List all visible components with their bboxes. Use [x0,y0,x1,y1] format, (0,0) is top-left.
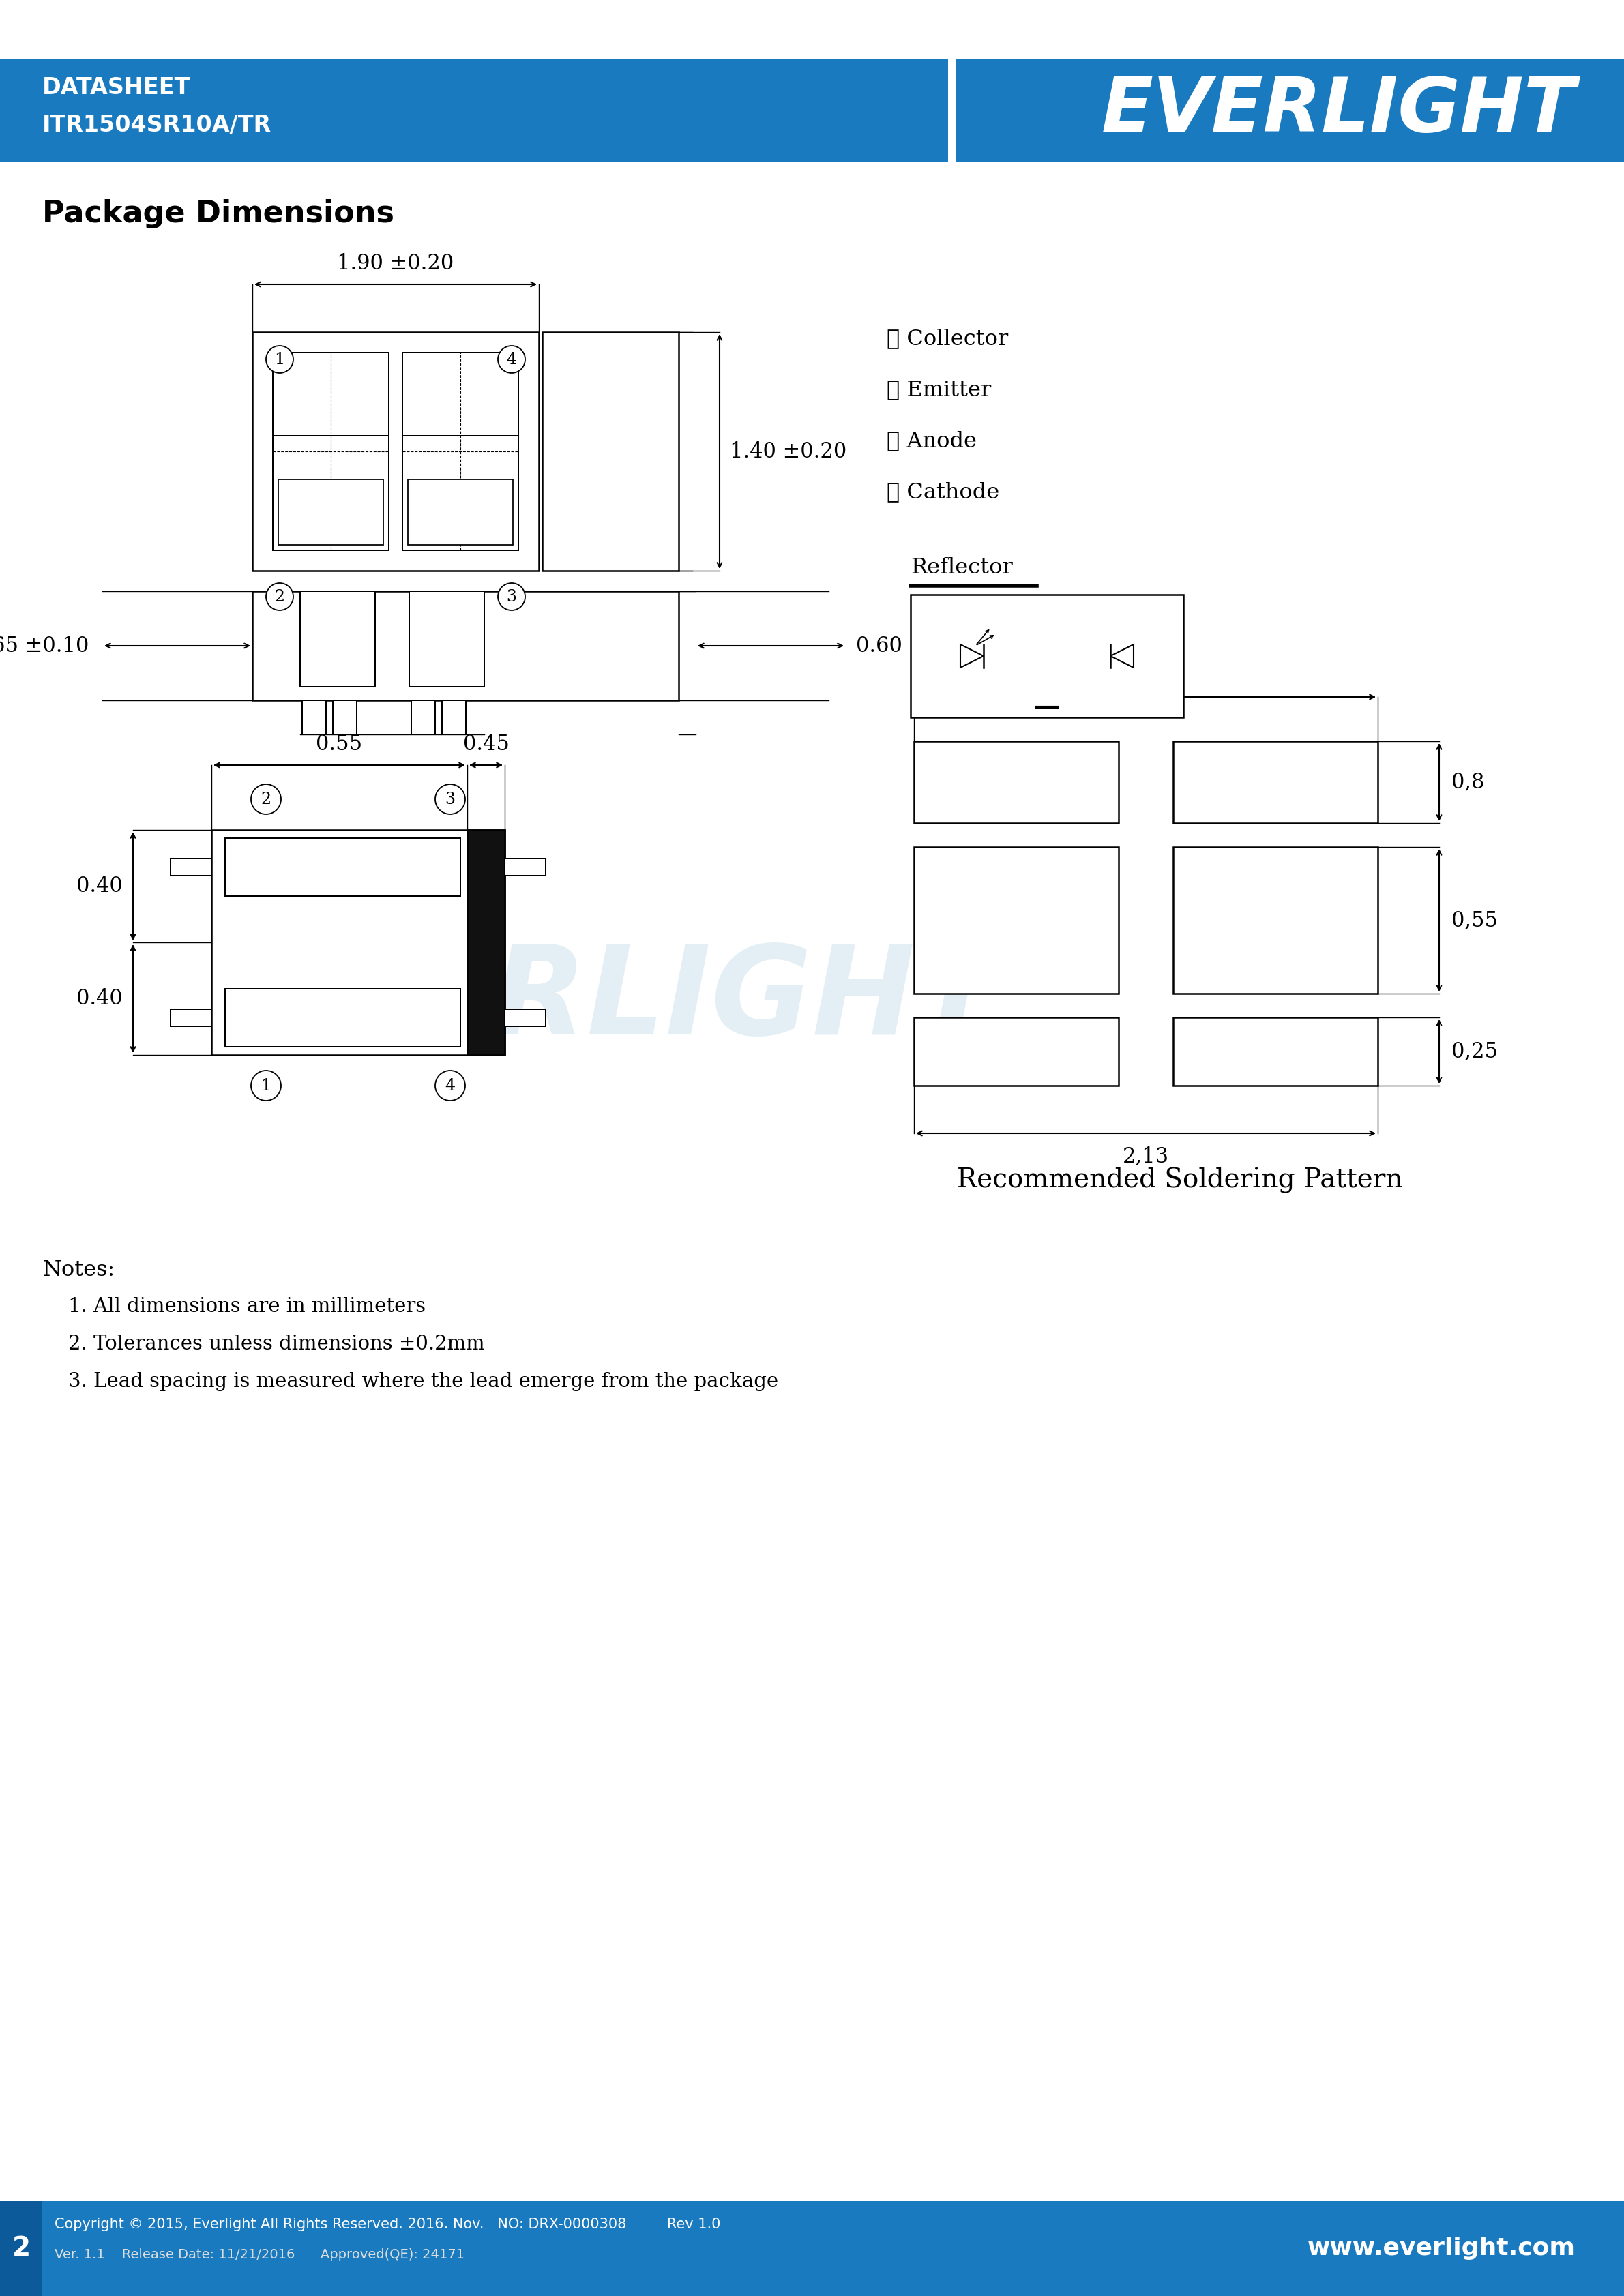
Text: 1: 1 [274,351,284,367]
Bar [0,0,1624,60]
Bar [468,829,505,1054]
Bar [914,847,1119,994]
Bar [171,1008,211,1026]
Text: 0.45: 0.45 [463,735,508,755]
Text: Notes:: Notes: [42,1261,115,1281]
Bar [252,590,679,700]
Bar [0,2197,1624,2296]
Text: ① Collector: ① Collector [887,328,1009,349]
Bar [505,1008,546,1026]
Bar [409,590,484,687]
Bar [226,990,460,1047]
Text: 0,53: 0,53 [1122,664,1169,684]
Text: 1.40 ±0.20: 1.40 ±0.20 [729,441,846,461]
Text: Ver. 1.1    Release Date: 11/21/2016      Approved(QE): 24171: Ver. 1.1 Release Date: 11/21/2016 Approv… [55,2248,464,2262]
Text: 2: 2 [261,792,271,806]
Text: Package Dimensions: Package Dimensions [42,200,395,227]
Bar [0,2195,1624,2200]
Text: 4: 4 [507,351,516,367]
Text: Recommended Soldering Pattern: Recommended Soldering Pattern [957,1166,1403,1194]
Text: 0,55: 0,55 [1452,909,1497,930]
Bar [0,2200,42,2296]
Bar [278,480,383,544]
Bar [948,60,957,161]
Bar [505,859,546,875]
Text: 4: 4 [445,1077,455,1093]
Text: EVERLIGHT: EVERLIGHT [229,941,999,1061]
Text: DATASHEET: DATASHEET [42,76,190,99]
Bar [914,1017,1119,1086]
Text: 0.40: 0.40 [76,875,123,898]
Text: 1.90 ±0.20: 1.90 ±0.20 [338,253,455,273]
Text: 1: 1 [261,1077,271,1093]
Polygon shape [960,645,984,668]
Bar [914,742,1119,822]
Bar [273,354,388,551]
Text: EVERLIGHT: EVERLIGHT [1101,73,1575,147]
Text: 2: 2 [274,588,284,604]
Circle shape [499,347,525,372]
Text: ② Emitter: ② Emitter [887,379,991,400]
Text: 1. All dimensions are in millimeters: 1. All dimensions are in millimeters [68,1297,425,1316]
Circle shape [252,1070,281,1100]
Text: Reflector: Reflector [911,558,1013,579]
Polygon shape [1111,645,1134,668]
Text: 2: 2 [11,2236,31,2262]
Bar [0,2197,1624,2200]
Circle shape [266,347,294,372]
Bar [211,829,505,1054]
Text: 0.40: 0.40 [76,987,123,1010]
Text: 2. Tolerances unless dimensions ±0.2mm: 2. Tolerances unless dimensions ±0.2mm [68,1334,484,1355]
Text: 3. Lead spacing is measured where the lead emerge from the package: 3. Lead spacing is measured where the le… [68,1373,778,1391]
Bar [300,590,375,687]
Text: 0.65 ±0.10: 0.65 ±0.10 [0,636,89,657]
Circle shape [252,785,281,815]
Bar [542,333,679,572]
Bar [302,700,326,735]
Bar [1173,847,1377,994]
Bar [171,859,211,875]
Text: 2,13: 2,13 [1122,1146,1169,1166]
Bar [408,480,513,544]
Bar [403,354,518,551]
Bar [1173,742,1377,822]
Text: 0,8: 0,8 [1452,771,1484,792]
Bar [0,60,1624,161]
Bar [252,333,539,572]
Text: 0,25: 0,25 [1452,1040,1497,1063]
Text: 0.60 ±0.10: 0.60 ±0.10 [856,636,973,657]
Text: 3: 3 [507,588,516,604]
Text: ③ Anode: ③ Anode [887,432,976,452]
Circle shape [435,785,464,815]
Circle shape [435,1070,464,1100]
Text: www.everlight.com: www.everlight.com [1307,2236,1575,2259]
Circle shape [266,583,294,611]
Bar [442,700,466,735]
Bar [1173,1017,1377,1086]
Text: 0.55: 0.55 [317,735,362,755]
Text: 3: 3 [445,792,455,806]
Bar [911,595,1184,716]
Text: ITR1504SR10A/TR: ITR1504SR10A/TR [42,115,271,135]
Bar [333,700,357,735]
Bar [411,700,435,735]
Bar [226,838,460,895]
Text: ④ Cathode: ④ Cathode [887,482,999,503]
Circle shape [499,583,525,611]
Text: Copyright © 2015, Everlight All Rights Reserved. 2016. Nov.   NO: DRX-0000308   : Copyright © 2015, Everlight All Rights R… [55,2218,721,2232]
